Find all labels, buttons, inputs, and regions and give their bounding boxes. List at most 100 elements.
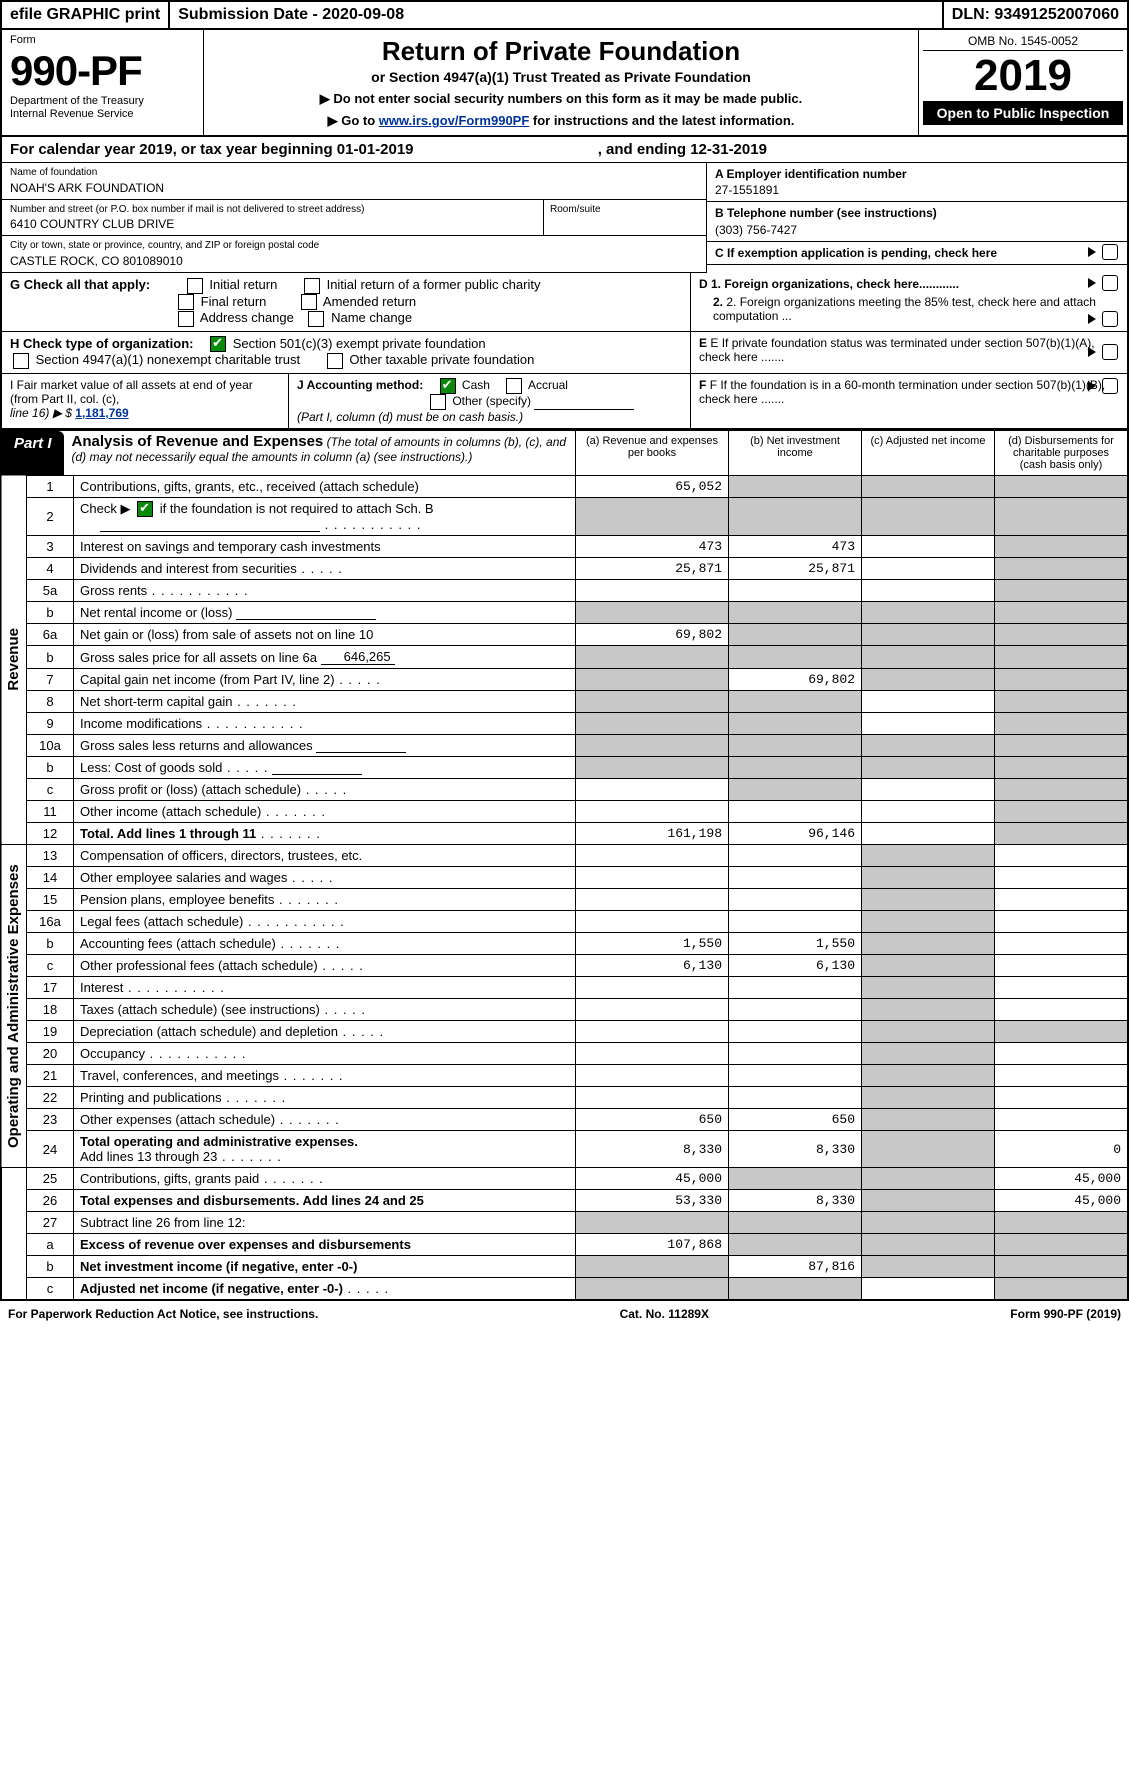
table-row: 27Subtract line 26 from line 12: bbox=[1, 1212, 1128, 1234]
table-row: Revenue 1 Contributions, gifts, grants, … bbox=[1, 475, 1128, 497]
j-label: J Accounting method: bbox=[297, 378, 423, 392]
r8-desc: Net short-term capital gain bbox=[80, 694, 232, 709]
footer-right: Form 990-PF (2019) bbox=[1010, 1307, 1121, 1321]
e-label: E If private foundation status was termi… bbox=[699, 336, 1095, 364]
r7-desc: Capital gain net income (from Part IV, l… bbox=[80, 672, 335, 687]
table-row: 18Taxes (attach schedule) (see instructi… bbox=[1, 999, 1128, 1021]
r10b-desc: Less: Cost of goods sold bbox=[80, 760, 222, 775]
r6b-desc: Gross sales price for all assets on line… bbox=[80, 650, 317, 665]
room-label: Room/suite bbox=[550, 203, 700, 217]
check-section-g: G Check all that apply: Initial return I… bbox=[0, 273, 1129, 332]
r10a-desc: Gross sales less returns and allowances bbox=[80, 738, 313, 753]
name-change-cb[interactable] bbox=[308, 311, 324, 327]
table-row: 4 Dividends and interest from securities… bbox=[1, 558, 1128, 580]
d1-checkbox[interactable] bbox=[1102, 275, 1118, 291]
address-change-cb[interactable] bbox=[178, 311, 194, 327]
street-value: 6410 COUNTRY CLUB DRIVE bbox=[10, 216, 535, 232]
foundation-name: NOAH'S ARK FOUNDATION bbox=[10, 180, 698, 196]
submission-date: Submission Date - 2020-09-08 bbox=[170, 2, 944, 28]
table-row: 14Other employee salaries and wages bbox=[1, 867, 1128, 889]
exemption-checkbox[interactable] bbox=[1102, 244, 1118, 260]
cal-year-begin: For calendar year 2019, or tax year begi… bbox=[10, 141, 414, 158]
table-row: 23Other expenses (attach schedule)650650 bbox=[1, 1109, 1128, 1131]
expenses-vert: Operating and Administrative Expenses bbox=[1, 845, 27, 1168]
efile-label: efile GRAPHIC print bbox=[2, 2, 170, 28]
j-accrual-cb[interactable] bbox=[506, 378, 522, 394]
r11-desc: Other income (attach schedule) bbox=[80, 804, 261, 819]
footer-left: For Paperwork Reduction Act Notice, see … bbox=[8, 1307, 318, 1321]
col-c-head: (c) Adjusted net income bbox=[861, 431, 994, 475]
table-row: 17Interest bbox=[1, 977, 1128, 999]
table-row: cOther professional fees (attach schedul… bbox=[1, 955, 1128, 977]
top-bar: efile GRAPHIC print Submission Date - 20… bbox=[0, 0, 1129, 30]
table-row: 22Printing and publications bbox=[1, 1087, 1128, 1109]
form-header: Form 990-PF Department of the Treasury I… bbox=[0, 30, 1129, 137]
exemption-pending-label: C If exemption application is pending, c… bbox=[715, 246, 997, 260]
col-a-head: (a) Revenue and expenses per books bbox=[575, 431, 728, 475]
form-label: Form bbox=[10, 34, 195, 47]
sch-b-checkbox[interactable] bbox=[137, 501, 153, 517]
table-row: 12 Total. Add lines 1 through 11 161,198… bbox=[1, 823, 1128, 845]
col-b-head: (b) Net investment income bbox=[728, 431, 861, 475]
phone-label: B Telephone number (see instructions) bbox=[715, 205, 1119, 221]
initial-return-cb[interactable] bbox=[187, 278, 203, 294]
ein-label: A Employer identification number bbox=[715, 166, 1119, 182]
table-row: 3 Interest on savings and temporary cash… bbox=[1, 536, 1128, 558]
table-row: 16aLegal fees (attach schedule) bbox=[1, 911, 1128, 933]
form-instr1: ▶ Do not enter social security numbers o… bbox=[212, 91, 910, 107]
table-row: 8 Net short-term capital gain bbox=[1, 691, 1128, 713]
g-opt-0: Initial return bbox=[209, 277, 277, 292]
initial-public-cb[interactable] bbox=[304, 278, 320, 294]
e-checkbox[interactable] bbox=[1102, 344, 1118, 360]
table-row: 11 Other income (attach schedule) bbox=[1, 801, 1128, 823]
arrow-icon bbox=[1088, 278, 1096, 288]
instr2-post: for instructions and the latest informat… bbox=[529, 113, 794, 128]
table-row: 21Travel, conferences, and meetings bbox=[1, 1065, 1128, 1087]
table-row: 10a Gross sales less returns and allowan… bbox=[1, 735, 1128, 757]
h-other-cb[interactable] bbox=[327, 353, 343, 369]
revenue-vert: Revenue bbox=[1, 475, 27, 845]
table-row: 20Occupancy bbox=[1, 1043, 1128, 1065]
g-opt-2: Final return bbox=[201, 294, 267, 309]
amended-return-cb[interactable] bbox=[301, 294, 317, 310]
j-note: (Part I, column (d) must be on cash basi… bbox=[297, 410, 523, 424]
table-row: 19Depreciation (attach schedule) and dep… bbox=[1, 1021, 1128, 1043]
i-label-2: line 16) ▶ $ bbox=[10, 406, 72, 420]
h-501-label: Section 501(c)(3) exempt private foundat… bbox=[233, 336, 486, 351]
r4-desc: Dividends and interest from securities bbox=[80, 561, 297, 576]
arrow-icon bbox=[1088, 314, 1096, 324]
open-public: Open to Public Inspection bbox=[923, 101, 1123, 125]
d2-checkbox[interactable] bbox=[1102, 311, 1118, 327]
r5b-desc: Net rental income or (loss) bbox=[80, 605, 232, 620]
cal-year-end: , and ending 12-31-2019 bbox=[598, 141, 767, 158]
h-label: H Check type of organization: bbox=[10, 336, 193, 351]
city-value: CASTLE ROCK, CO 801089010 bbox=[10, 253, 698, 269]
instr2-pre: ▶ Go to bbox=[328, 113, 379, 128]
h-4947-cb[interactable] bbox=[13, 353, 29, 369]
i-value[interactable]: 1,181,769 bbox=[75, 406, 128, 420]
j-other-cb[interactable] bbox=[430, 394, 446, 410]
r9-desc: Income modifications bbox=[80, 716, 202, 731]
j-cash-cb[interactable] bbox=[440, 378, 456, 394]
table-row: cAdjusted net income (if negative, enter… bbox=[1, 1278, 1128, 1301]
arrow-icon bbox=[1088, 347, 1096, 357]
h-4947-label: Section 4947(a)(1) nonexempt charitable … bbox=[36, 352, 300, 367]
phone-value: (303) 756-7427 bbox=[715, 222, 1119, 238]
g-opt-1: Initial return of a former public charit… bbox=[327, 277, 541, 292]
g-label: G Check all that apply: bbox=[10, 277, 150, 292]
table-row: b Net rental income or (loss) bbox=[1, 602, 1128, 624]
form-title: Return of Private Foundation bbox=[212, 36, 910, 67]
d1-label: D 1. Foreign organizations, check here..… bbox=[699, 277, 959, 291]
table-row: 9 Income modifications bbox=[1, 713, 1128, 735]
table-row: 26Total expenses and disbursements. Add … bbox=[1, 1190, 1128, 1212]
instructions-link[interactable]: www.irs.gov/Form990PF bbox=[379, 113, 530, 128]
table-row: 15Pension plans, employee benefits bbox=[1, 889, 1128, 911]
street-label: Number and street (or P.O. box number if… bbox=[10, 203, 535, 217]
dln-label: DLN: 93491252007060 bbox=[944, 2, 1127, 28]
table-row: aExcess of revenue over expenses and dis… bbox=[1, 1234, 1128, 1256]
r6b-inline: 646,265 bbox=[321, 649, 395, 665]
part1-header: Part I Analysis of Revenue and Expenses … bbox=[0, 430, 1129, 475]
h-501-cb[interactable] bbox=[210, 336, 226, 352]
f-checkbox[interactable] bbox=[1102, 378, 1118, 394]
final-return-cb[interactable] bbox=[178, 294, 194, 310]
